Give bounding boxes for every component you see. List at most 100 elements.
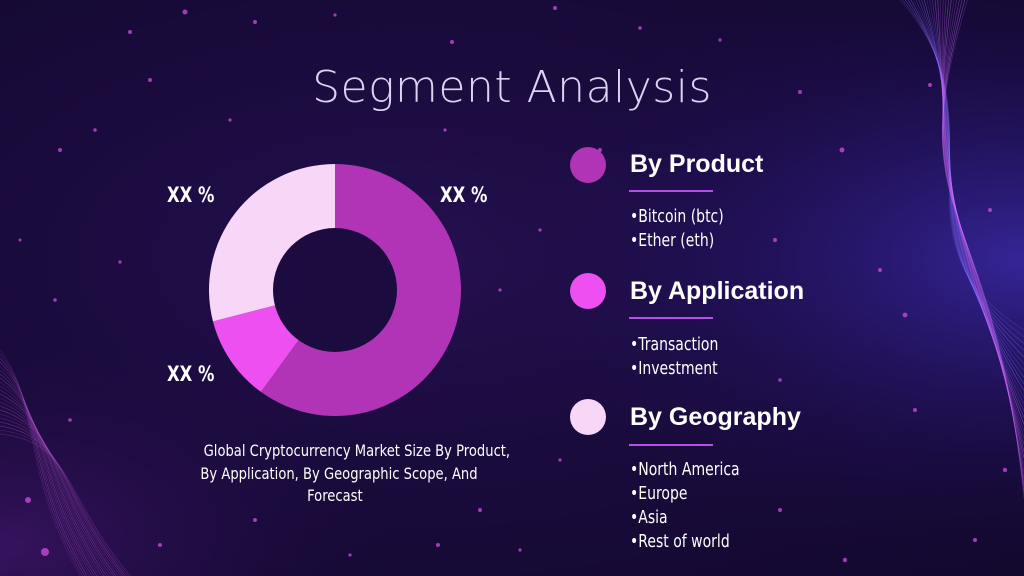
sparkle-dot (128, 30, 132, 34)
sparkle-dot (148, 78, 152, 82)
wave-line (926, 0, 1024, 398)
sparkle-dot (902, 312, 908, 318)
caption-line: Forecast (307, 486, 363, 505)
wave-line (0, 433, 131, 576)
list-item: Bitcoin (btc) (630, 205, 723, 229)
sparkle-dot (41, 548, 49, 556)
donut-hole (273, 228, 397, 352)
wave-line (913, 0, 1024, 364)
wave-line (923, 0, 1024, 391)
wave-line (942, 0, 1024, 452)
wave-line (942, 0, 1024, 459)
sparkle-dot (443, 128, 447, 132)
wave-line (0, 401, 112, 576)
sparkle-dot (25, 497, 31, 503)
sparkle-dot (778, 378, 782, 382)
wave-line (934, 0, 1024, 418)
segment-list-product: Bitcoin (btc) Ether (eth) (630, 205, 747, 253)
wave-line (915, 0, 1024, 371)
wave-line (0, 361, 88, 576)
sparkle-dot (773, 238, 777, 242)
wave-line (0, 389, 105, 576)
wave-line (942, 0, 1024, 472)
wave-line (941, 0, 1024, 439)
list-item: Asia (630, 506, 740, 530)
wave-line (902, 0, 1024, 338)
sparkle-dot (778, 508, 782, 512)
wave-line (0, 377, 98, 576)
sparkle-dot (93, 128, 97, 132)
caption-line: By Application, By Geographic Scope, And (200, 463, 478, 483)
sparkle-dot (158, 543, 162, 547)
wave-line (899, 0, 1024, 331)
segment-title-application: By Application (630, 277, 805, 305)
wave-line (0, 353, 83, 576)
slide-title: Segment Analysis (312, 62, 712, 113)
sparkle-dot (253, 20, 257, 24)
wave-line (0, 365, 90, 576)
wave-line (0, 369, 93, 576)
wave-line (907, 0, 1024, 351)
wave-line (942, 0, 1024, 499)
sparkle-dot (436, 543, 440, 547)
list-item: Transaction (630, 333, 718, 357)
wave-line (0, 385, 102, 576)
wave-line (937, 0, 1024, 425)
sparkle-dot (478, 508, 482, 512)
wave-line (0, 421, 124, 576)
wave-line (918, 0, 1024, 378)
wave-line (942, 0, 1024, 466)
list-item: North America (630, 458, 739, 482)
segment-title-geography: By Geography (630, 403, 801, 431)
wave-line (0, 397, 110, 576)
sparkle-dot (558, 458, 562, 462)
sparkle-dot (973, 538, 977, 542)
segment-underline (629, 190, 713, 192)
sparkle-dot (1002, 467, 1008, 473)
sparkle-dot (333, 13, 337, 17)
sparkle-dot (58, 148, 62, 152)
list-item: Ether (eth) (630, 229, 724, 253)
slice-label-geography: XX % (167, 183, 215, 207)
sparkle-dot (878, 268, 882, 272)
wave-line (942, 0, 1024, 445)
sparkle-dot (253, 518, 257, 522)
sparkle-dot (718, 38, 722, 42)
wave-line (942, 0, 1024, 479)
wave-line (905, 0, 1024, 344)
sparkle-dot (842, 557, 848, 563)
list-item: Europe (630, 482, 740, 506)
wave-line (0, 417, 122, 576)
chart-caption: Global Cryptocurrency Market Size By Pro… (170, 440, 510, 508)
caption-line: Global Cryptocurrency Market Size By Pro… (203, 441, 511, 460)
segment-list-geography: North America Europe Asia Rest of world (630, 458, 767, 554)
sparkle-dot (498, 288, 502, 292)
wave-line (910, 0, 1024, 358)
wave-line (942, 0, 1024, 493)
slice-label-product: XX % (440, 183, 488, 207)
sparkle-dot (18, 238, 22, 242)
wave-line (921, 0, 1024, 385)
segment-underline (629, 444, 713, 446)
product-bullet-icon (570, 147, 606, 183)
list-item: Rest of world (630, 530, 740, 554)
wave-line (932, 0, 1024, 412)
sparkle-dot (450, 40, 454, 44)
sparkle-dot (638, 26, 642, 30)
wave-line (940, 0, 1024, 432)
sparkle-dot (348, 553, 352, 557)
application-bullet-icon (570, 273, 606, 309)
sparkle-dot (538, 228, 542, 232)
wave-line (0, 373, 95, 576)
segment-underline (629, 317, 713, 319)
sparkle-dot (839, 147, 845, 153)
wave-line (0, 405, 114, 576)
wave-line (0, 409, 117, 576)
sparkle-dot (53, 298, 57, 302)
wave-line (0, 425, 126, 576)
sparkle-dot (518, 548, 522, 552)
sparkle-dot (68, 418, 72, 422)
wave-line (942, 0, 1024, 486)
